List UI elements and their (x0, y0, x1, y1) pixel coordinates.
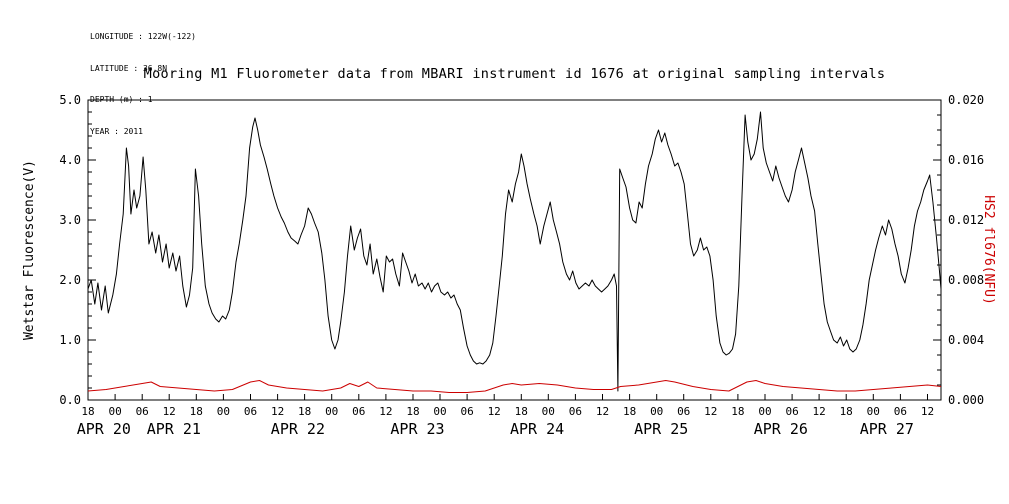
x-tick-label: 00 (867, 405, 880, 418)
metadata-longitude: LONGITUDE : 122W(-122) (90, 32, 196, 41)
chart-title: Mooring M1 Fluorometer data from MBARI i… (143, 66, 886, 82)
x-tick-label: 18 (81, 405, 94, 418)
x-tick-label: 00 (217, 405, 230, 418)
x-tick-label: 18 (298, 405, 311, 418)
y-right-tick-label: 0.020 (948, 93, 984, 107)
x-date-label: APR 22 (271, 420, 325, 438)
x-tick-label: 18 (623, 405, 636, 418)
axis-frame (87, 99, 942, 401)
y-left-tick-label: 1.0 (59, 333, 81, 347)
x-tick-label: 06 (569, 405, 582, 418)
y-left-tick-label: 2.0 (59, 273, 81, 287)
y-left-tick-label: 3.0 (59, 213, 81, 227)
x-tick-label: 00 (542, 405, 555, 418)
x-tick-label: 12 (488, 405, 501, 418)
x-tick-label: 06 (136, 405, 149, 418)
x-tick-label: 00 (108, 405, 121, 418)
x-tick-label: 12 (596, 405, 609, 418)
series-line-wetstar (87, 111, 942, 392)
y-right-tick-label: 0.008 (948, 273, 984, 287)
x-tick-label: 18 (515, 405, 528, 418)
x-date-label: APR 21 (147, 420, 201, 438)
x-tick-label: 18 (406, 405, 419, 418)
x-date-label: APR 24 (510, 420, 564, 438)
y-right-tick-label: 0.000 (948, 393, 984, 407)
metadata-year: YEAR : 2011 (90, 126, 143, 136)
x-tick-label: 18 (840, 405, 853, 418)
x-tick-label: 12 (704, 405, 717, 418)
metadata-latitude: LATITUDE : 36.8N (90, 63, 168, 73)
x-date-label: APR 25 (634, 420, 688, 438)
x-tick-label: 00 (650, 405, 663, 418)
x-tick-label: 12 (921, 405, 934, 418)
x-tick-label: 00 (433, 405, 446, 418)
x-tick-label: 00 (325, 405, 338, 418)
y-left-tick-label: 0.0 (59, 393, 81, 407)
x-tick-label: 12 (379, 405, 392, 418)
x-date-label: APR 27 (860, 420, 914, 438)
x-tick-label: 06 (244, 405, 257, 418)
x-tick-label: 12 (163, 405, 176, 418)
x-tick-label: 06 (460, 405, 473, 418)
x-tick-label: 18 (190, 405, 203, 418)
x-tick-label: 12 (812, 405, 825, 418)
x-tick-label: 06 (677, 405, 690, 418)
x-tick-label: 06 (785, 405, 798, 418)
x-date-label: APR 20 (77, 420, 131, 438)
x-tick-label: 12 (271, 405, 284, 418)
x-date-label: APR 23 (390, 420, 444, 438)
x-tick-label: 18 (731, 405, 744, 418)
y-right-tick-label: 0.012 (948, 213, 984, 227)
y-right-tick-label: 0.004 (948, 333, 984, 347)
y-right-tick-label: 0.016 (948, 153, 984, 167)
y-left-tick-label: 4.0 (59, 153, 81, 167)
x-date-label: APR 26 (754, 420, 808, 438)
x-tick-label: 06 (894, 405, 907, 418)
x-tick-label: 06 (352, 405, 365, 418)
x-tick-label: 00 (758, 405, 771, 418)
y-left-tick-label: 5.0 (59, 93, 81, 107)
series-line-hs2-fl676 (87, 380, 942, 393)
